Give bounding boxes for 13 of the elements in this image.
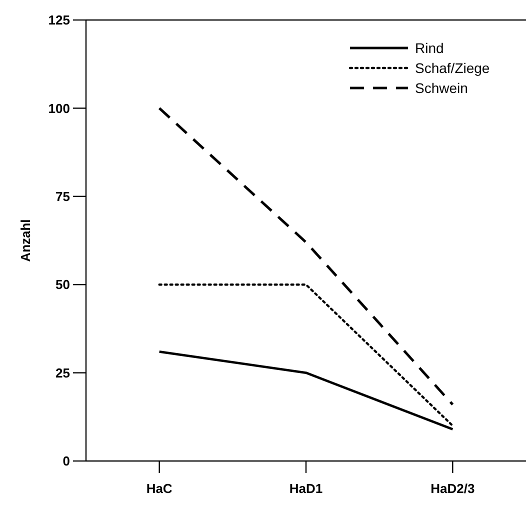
y-tick-label: 75 [56, 188, 70, 204]
legend-label: Schaf/Ziege [415, 60, 490, 76]
y-tick-label: 0 [62, 454, 70, 469]
y-tick-label: 125 [48, 12, 70, 28]
y-tick-label: 50 [56, 277, 70, 292]
x-tick-label: HaD2/3 [430, 481, 475, 496]
legend-label: Schwein [415, 80, 468, 96]
x-tick-label: HaC [146, 481, 173, 496]
x-tick-label: HaD1 [289, 481, 323, 496]
y-tick-label: 100 [48, 100, 70, 116]
y-tick-label: 25 [56, 365, 70, 380]
y-axis-title: Anzahl [18, 219, 33, 262]
legend-label: Rind [415, 40, 444, 56]
